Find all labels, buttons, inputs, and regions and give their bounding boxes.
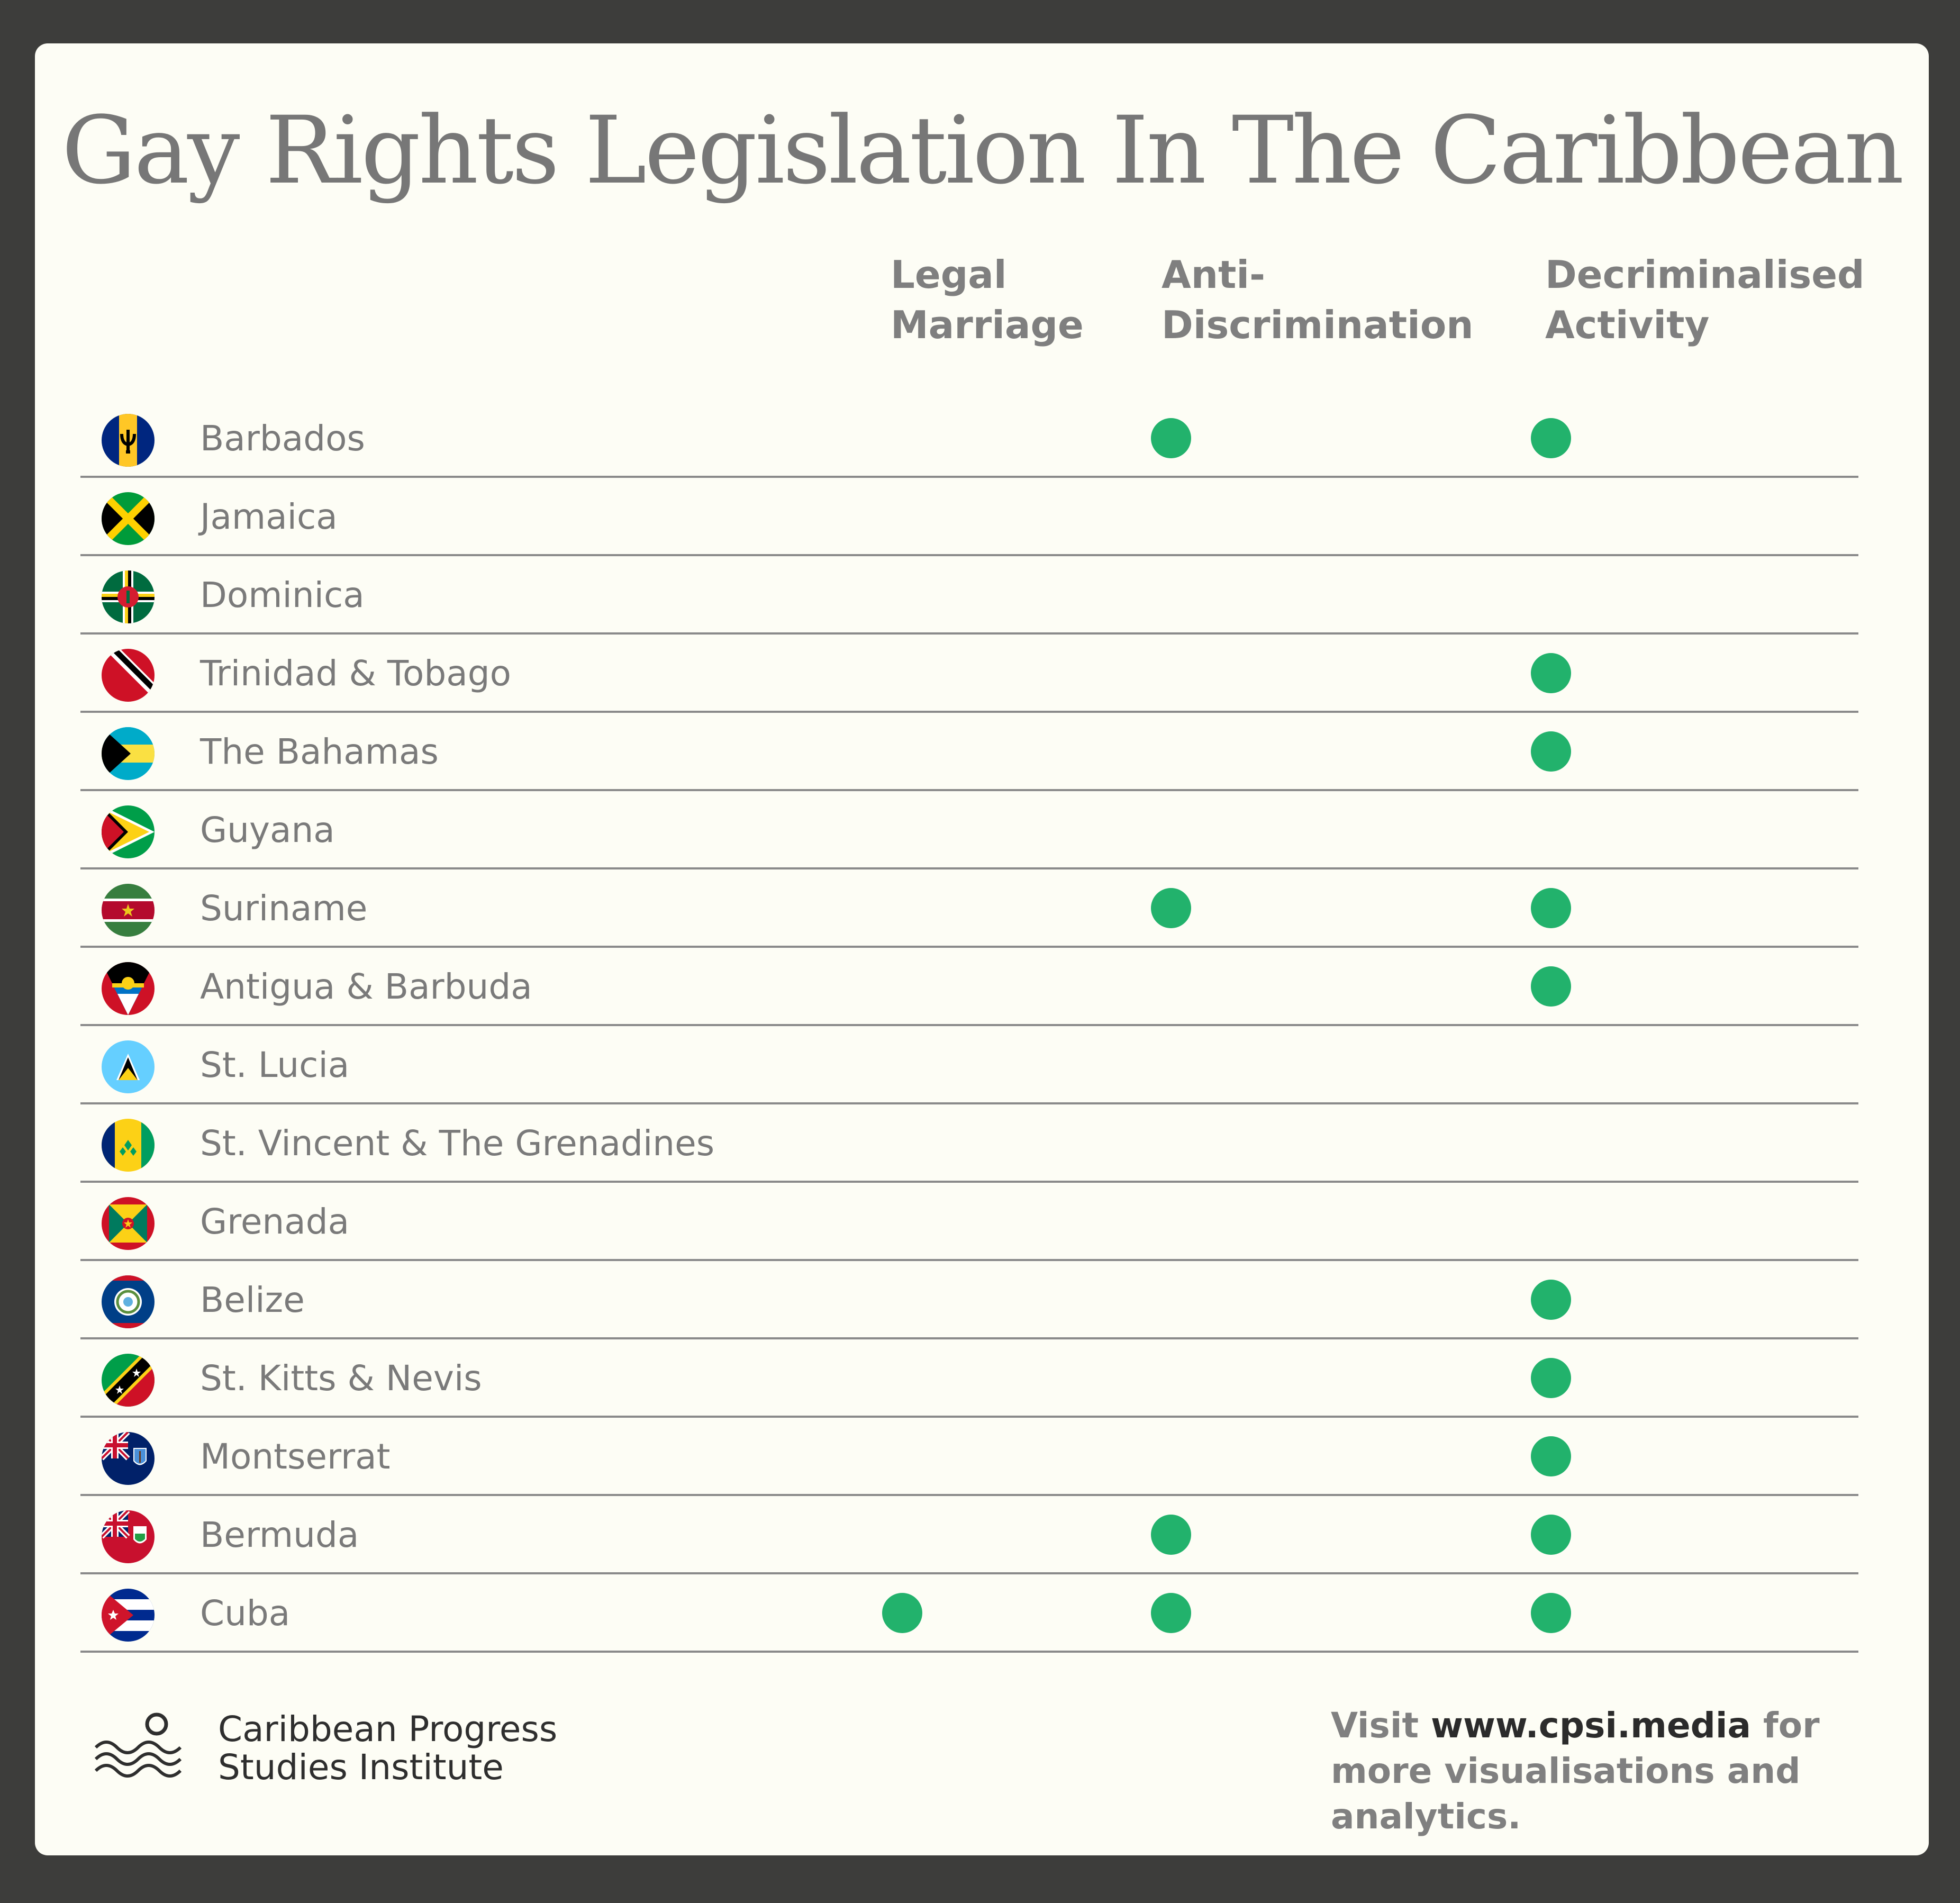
country-name: Guyana bbox=[200, 810, 335, 850]
status-dot-decriminalised bbox=[1531, 966, 1571, 1007]
cta-prefix: Visit bbox=[1331, 1705, 1431, 1746]
table-row: Montserrat bbox=[80, 1418, 1858, 1496]
status-dot-decriminalised bbox=[1531, 1436, 1571, 1476]
org-line-1: Caribbean Progress bbox=[218, 1709, 558, 1750]
montserrat-flag-icon bbox=[102, 1432, 155, 1485]
country-name: Belize bbox=[200, 1280, 305, 1320]
table-row: St. Lucia bbox=[80, 1026, 1858, 1104]
country-name: Suriname bbox=[200, 888, 368, 929]
table-row: Barbados bbox=[80, 400, 1858, 478]
belize-flag-icon bbox=[102, 1275, 155, 1328]
page-title: Gay Rights Legislation In The Caribbean bbox=[61, 96, 1904, 205]
bermuda-flag-icon bbox=[102, 1510, 155, 1563]
table-row: The Bahamas bbox=[80, 713, 1858, 791]
status-dot-decriminalised bbox=[1531, 888, 1571, 928]
country-name: St. Lucia bbox=[200, 1045, 350, 1085]
status-dot-decriminalised bbox=[1531, 731, 1571, 772]
country-name: The Bahamas bbox=[200, 731, 439, 772]
org-line-2: Studies Institute bbox=[218, 1747, 504, 1788]
country-name: Cuba bbox=[200, 1593, 291, 1634]
status-dot-legal-marriage bbox=[882, 1593, 922, 1633]
country-name: Grenada bbox=[200, 1201, 350, 1242]
table-row: Suriname bbox=[80, 869, 1858, 948]
column-header-legal-marriage: Legal Marriage bbox=[891, 252, 1084, 347]
suriname-flag-icon bbox=[102, 884, 155, 937]
st-lucia-flag-icon bbox=[102, 1040, 155, 1093]
barbados-flag-icon bbox=[102, 414, 155, 467]
country-name: Bermuda bbox=[200, 1515, 359, 1555]
status-dot-anti-discrimination bbox=[1151, 888, 1191, 928]
status-dot-decriminalised bbox=[1531, 1280, 1571, 1320]
country-name: Trinidad & Tobago bbox=[200, 653, 512, 694]
table-row: St. Kitts & Nevis bbox=[80, 1339, 1858, 1418]
jamaica-flag-icon bbox=[102, 492, 155, 545]
country-name: Jamaica bbox=[200, 496, 338, 537]
country-name: Dominica bbox=[200, 575, 365, 615]
grenada-flag-icon bbox=[102, 1197, 155, 1250]
table-row: Jamaica bbox=[80, 478, 1858, 556]
table-row: Dominica bbox=[80, 556, 1858, 635]
cta-suffix: for more visualisations and analytics. bbox=[1331, 1705, 1820, 1837]
status-dot-decriminalised bbox=[1531, 1358, 1571, 1398]
country-name: St. Kitts & Nevis bbox=[200, 1358, 482, 1399]
country-name: St. Vincent & The Grenadines bbox=[200, 1123, 715, 1164]
infographic-card: Gay Rights Legislation In The Caribbean … bbox=[35, 43, 1929, 1855]
country-name: Antigua & Barbuda bbox=[200, 966, 532, 1007]
table-row: Guyana bbox=[80, 791, 1858, 869]
status-dot-decriminalised bbox=[1531, 653, 1571, 693]
table-row: Cuba bbox=[80, 1574, 1858, 1653]
cpsi-website-link[interactable]: www.cpsi.media bbox=[1430, 1705, 1752, 1746]
antigua-barbuda-flag-icon bbox=[102, 962, 155, 1015]
organization-name: Caribbean Progress Studies Institute bbox=[218, 1710, 557, 1787]
status-dot-anti-discrimination bbox=[1151, 1515, 1191, 1555]
country-name: Barbados bbox=[200, 418, 365, 459]
cpsi-waves-logo-icon bbox=[94, 1712, 182, 1778]
cuba-flag-icon bbox=[102, 1589, 155, 1642]
st-vincent-flag-icon bbox=[102, 1119, 155, 1172]
trinidad-tobago-flag-icon bbox=[102, 649, 155, 702]
table-row: St. Vincent & The Grenadines bbox=[80, 1104, 1858, 1183]
bahamas-flag-icon bbox=[102, 727, 155, 780]
country-table: Barbados Jamaica Dominica Trinidad & Tobago… bbox=[80, 400, 1858, 1653]
status-dot-decriminalised bbox=[1531, 1515, 1571, 1555]
column-header-anti-discrimination: Anti- Discrimination bbox=[1162, 252, 1474, 347]
country-name: Montserrat bbox=[200, 1436, 391, 1477]
status-dot-anti-discrimination bbox=[1151, 418, 1191, 458]
table-row: Belize bbox=[80, 1261, 1858, 1339]
status-dot-decriminalised bbox=[1531, 418, 1571, 458]
table-row: Grenada bbox=[80, 1183, 1858, 1261]
st-kitts-nevis-flag-icon bbox=[102, 1354, 155, 1407]
column-header-decriminalised-activity: Decriminalised Activity bbox=[1545, 252, 1865, 347]
guyana-flag-icon bbox=[102, 805, 155, 858]
status-dot-decriminalised bbox=[1531, 1593, 1571, 1633]
table-row: Bermuda bbox=[80, 1496, 1858, 1574]
footer-call-to-action: Visit www.cpsi.media for more visualisat… bbox=[1331, 1703, 1860, 1839]
table-row: Trinidad & Tobago bbox=[80, 635, 1858, 713]
table-row: Antigua & Barbuda bbox=[80, 948, 1858, 1026]
status-dot-anti-discrimination bbox=[1151, 1593, 1191, 1633]
dominica-flag-icon bbox=[102, 570, 155, 623]
